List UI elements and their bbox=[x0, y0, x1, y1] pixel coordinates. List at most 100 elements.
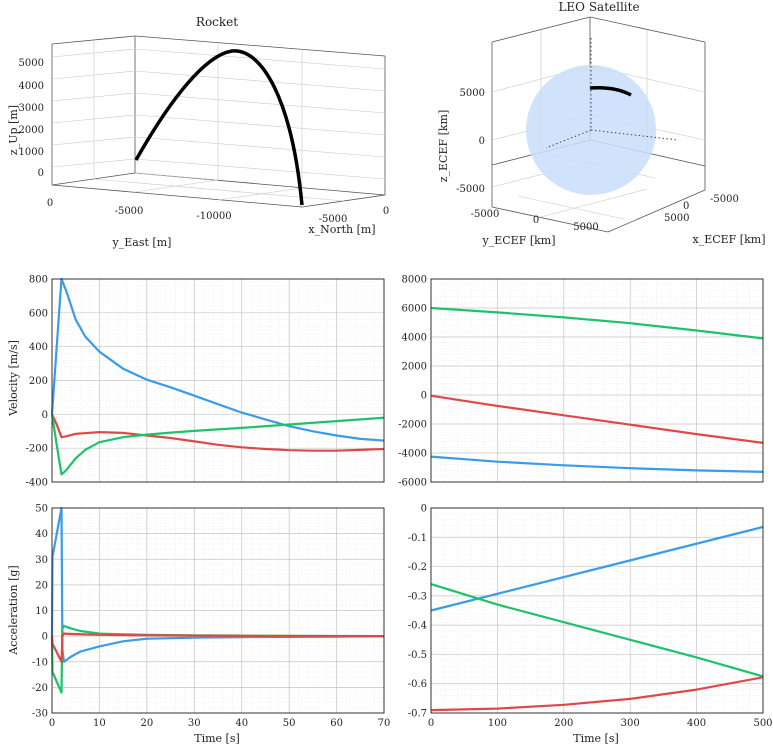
x-tick-label: 500 bbox=[753, 718, 772, 729]
x-tick-label: 400 bbox=[687, 718, 706, 729]
x-tick-label: 10 bbox=[93, 718, 106, 729]
y-tick-label: -0.1 bbox=[408, 533, 427, 544]
rocket-time-xlabel: Time [s] bbox=[194, 732, 240, 745]
x-tick-label: 30 bbox=[188, 718, 201, 729]
y-tick-label: 10 bbox=[35, 606, 48, 617]
axes-frame bbox=[430, 507, 764, 714]
x-tick-label: 20 bbox=[140, 718, 153, 729]
y-tick-label: -20 bbox=[32, 683, 48, 694]
rocket-3d-title: Rocket bbox=[196, 15, 238, 29]
series-line-green bbox=[430, 306, 764, 340]
series-line-blue bbox=[430, 525, 764, 612]
plot-area bbox=[431, 508, 763, 713]
rocket-north-tick: 0 bbox=[383, 206, 389, 217]
rocket-north-label: x_North [m] bbox=[308, 223, 375, 236]
axes-frame bbox=[51, 507, 385, 714]
y-tick-label: -0.4 bbox=[408, 621, 427, 632]
y-tick-label: 800 bbox=[29, 275, 48, 286]
rocket-z-label: z_Up [m] bbox=[7, 105, 20, 155]
leo-x-label: x_ECEF [km] bbox=[693, 233, 766, 246]
y-tick-label: 0 bbox=[421, 504, 427, 515]
series-line-blue bbox=[430, 455, 764, 473]
x-tick-label: 200 bbox=[554, 718, 573, 729]
series-line-red bbox=[51, 413, 385, 452]
series-line-red bbox=[430, 394, 764, 444]
series-line-red bbox=[430, 676, 764, 712]
y-tick-label: -2000 bbox=[398, 420, 427, 431]
rocket-z-tick: 3000 bbox=[19, 103, 44, 114]
y-tick-label: -200 bbox=[26, 444, 48, 455]
rocket-north-tick: -5000 bbox=[319, 214, 348, 225]
rocket-3d-panel: Rocket 0 1000 2000 3000 4000 5000 0 -500… bbox=[7, 15, 389, 249]
leo-3d-panel: LEO Satellite 5000 0 -5000 -5000 0 5000 … bbox=[437, 0, 766, 247]
y-tick-label: 8000 bbox=[402, 275, 427, 286]
y-tick-label: 2000 bbox=[402, 362, 427, 373]
axes-frame bbox=[430, 278, 764, 483]
rocket-east-tick: -5000 bbox=[115, 206, 144, 217]
x-tick-label: 70 bbox=[378, 718, 391, 729]
series-line-green bbox=[50, 414, 385, 476]
rocket-z-tick: 2000 bbox=[19, 125, 44, 136]
leo-z-tick: 0 bbox=[479, 136, 485, 147]
leo-x-tick: 5000 bbox=[664, 213, 689, 224]
rocket-3d-grid bbox=[51, 40, 386, 202]
rocket-east-label: y_East [m] bbox=[112, 236, 172, 249]
leo-y-tick: 5000 bbox=[573, 222, 598, 233]
y-tick-label: -0.3 bbox=[408, 591, 427, 602]
y-tick-label: 0 bbox=[421, 391, 427, 402]
x-tick-label: 300 bbox=[621, 718, 640, 729]
leo-acceleration-panel: 0 100 200 300 400 500 -0.7 -0.6 -0.5 -0.4 -0.3 -0.2… bbox=[408, 504, 773, 730]
y-tick-label: -0.6 bbox=[408, 679, 427, 690]
rocket-trajectory-line bbox=[134, 49, 304, 206]
y-tick-label: 30 bbox=[35, 555, 48, 566]
x-tick-label: 100 bbox=[488, 718, 507, 729]
rocket-z-tick: 0 bbox=[38, 168, 44, 179]
earth-axes bbox=[545, 38, 679, 149]
series-line-blue bbox=[50, 277, 385, 442]
y-tick-label: -0.2 bbox=[408, 562, 427, 573]
rocket-acceleration-ylabel: Acceleration [g] bbox=[7, 565, 20, 655]
x-tick-label: 60 bbox=[330, 718, 343, 729]
rocket-east-tick-labels: 0 -5000 -10000 bbox=[47, 198, 232, 222]
leo-x-tick: 0 bbox=[683, 201, 689, 212]
y-tick-label: 200 bbox=[29, 376, 48, 387]
rocket-north-tick-labels: -5000 0 bbox=[319, 206, 390, 225]
x-tick-label: 50 bbox=[283, 718, 296, 729]
rocket-z-tick: 4000 bbox=[19, 81, 44, 92]
leo-x-tick-labels: 5000 0 -5000 bbox=[664, 194, 739, 224]
leo-3d-title: LEO Satellite bbox=[558, 0, 639, 14]
rocket-z-tick: 5000 bbox=[19, 58, 44, 69]
leo-y-tick: 0 bbox=[533, 215, 539, 226]
y-tick-label: 0 bbox=[42, 632, 48, 643]
rocket-z-tick-labels: 0 1000 2000 3000 4000 5000 bbox=[19, 58, 44, 179]
y-tick-label: -0.5 bbox=[408, 650, 427, 661]
leo-time-xlabel: Time [s] bbox=[573, 732, 619, 745]
leo-y-tick-labels: -5000 0 5000 bbox=[471, 209, 599, 233]
axes-frame bbox=[51, 278, 385, 483]
x-tick-label: 40 bbox=[235, 718, 248, 729]
y-tick-label: 6000 bbox=[402, 304, 427, 315]
rocket-z-tick: 1000 bbox=[19, 147, 44, 158]
leo-z-tick: -5000 bbox=[456, 184, 485, 195]
series-line-green bbox=[430, 583, 764, 678]
leo-z-tick: 5000 bbox=[460, 88, 485, 99]
rocket-velocity-ylabel: Velocity [m/s] bbox=[7, 340, 20, 417]
rocket-velocity-panel: -400 -200 0 200 400 600 800 bbox=[26, 275, 385, 489]
x-tick-label: 0 bbox=[428, 718, 434, 729]
y-tick-label: 400 bbox=[29, 342, 48, 353]
rocket-acceleration-panel: 0 10 20 30 40 50 60 70 -30 -20 -10 0 10 20 30 40 50 bbox=[32, 504, 390, 730]
leo-z-tick-labels: 5000 0 -5000 bbox=[456, 88, 485, 195]
y-tick-label: -30 bbox=[32, 709, 48, 720]
leo-orbit-line bbox=[589, 86, 632, 97]
y-tick-label: 20 bbox=[35, 580, 48, 591]
leo-y-label: y_ECEF [km] bbox=[482, 234, 556, 247]
series-line-red bbox=[50, 632, 384, 663]
y-tick-label: -400 bbox=[26, 478, 48, 489]
leo-velocity-panel: -6000 -4000 -2000 0 2000 4000 6000 8000 bbox=[398, 275, 764, 489]
leo-x-tick: -5000 bbox=[710, 194, 739, 205]
y-tick-label: 4000 bbox=[402, 333, 427, 344]
plot-area bbox=[431, 279, 763, 482]
leo-z-label: z_ECEF [km] bbox=[437, 110, 450, 183]
y-tick-label: 50 bbox=[35, 504, 48, 515]
x-tick-label: 0 bbox=[49, 718, 55, 729]
